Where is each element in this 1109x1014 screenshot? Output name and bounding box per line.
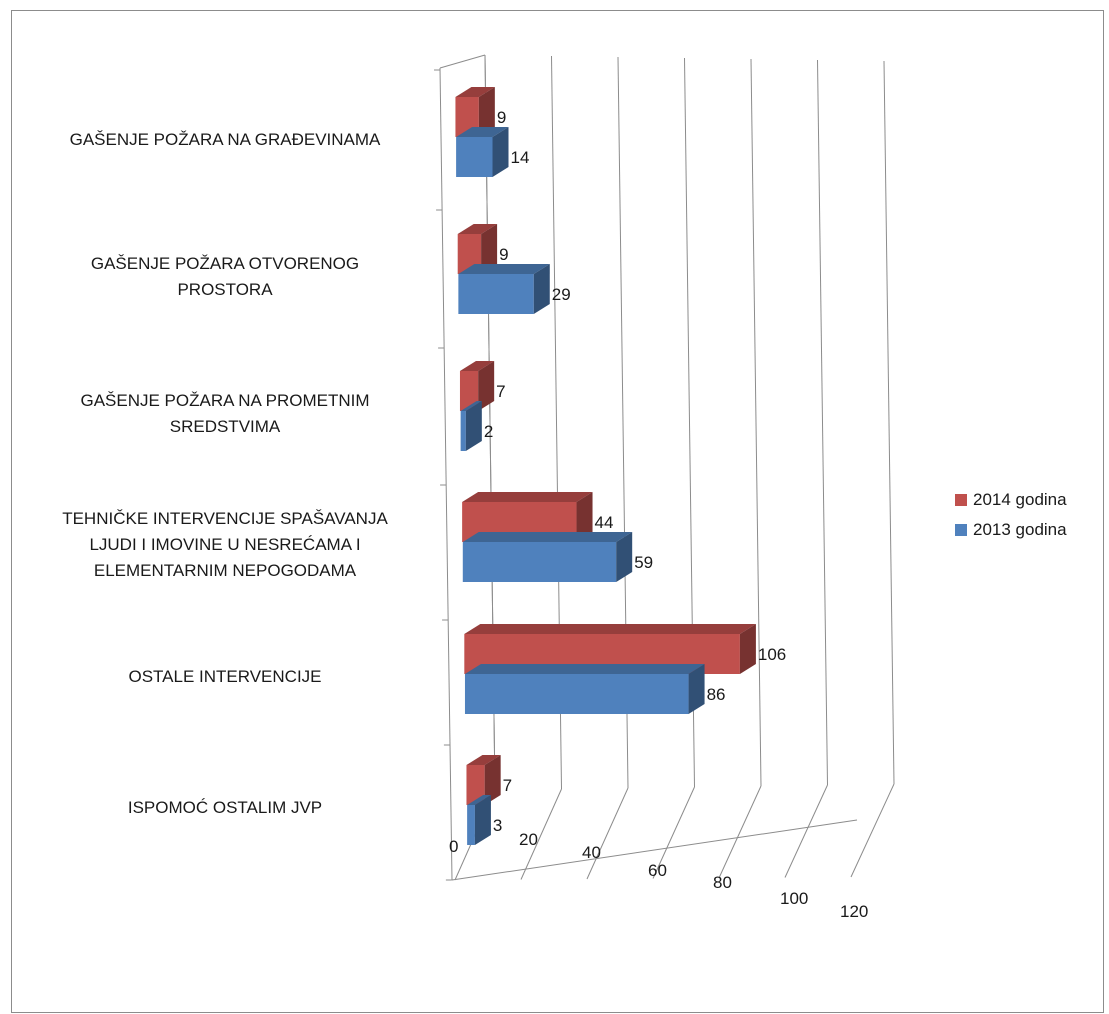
legend-item-2013: 2013 godina (955, 515, 1067, 545)
data-label-5-1: 3 (493, 816, 502, 835)
bar-top-2-0 (459, 361, 495, 371)
bar-side-4-1 (688, 664, 705, 714)
data-label-0-1: 14 (511, 148, 530, 167)
bar-side-2-0 (478, 361, 495, 411)
data-label-5-0: 7 (503, 776, 512, 795)
data-label-1-0: 9 (499, 245, 508, 264)
bar-side-5-1 (474, 795, 491, 845)
chart-frame (11, 10, 1104, 1013)
category-label-0: GAŠENJE POŽARA NA GRAĐEVINAMA (15, 127, 435, 153)
floor-line-60 (652, 786, 695, 879)
category-label-3: TEHNIČKE INTERVENCIJE SPAŠAVANJA LJUDI I … (15, 506, 435, 584)
data-label-4-0: 106 (758, 645, 786, 664)
legend-label-2013: 2013 godina (973, 520, 1067, 539)
data-label-0-0: 9 (497, 108, 506, 127)
category-label-5: ISPOMOĆ OSTALIM JVP (15, 795, 435, 821)
data-label-3-0: 44 (595, 513, 614, 532)
category-label-line: PROSTORA (177, 280, 273, 299)
data-label-2-0: 7 (496, 382, 505, 401)
category-label-line: LJUDI I IMOVINE U NESREĆAMA I (89, 535, 361, 554)
bar-top-1-1 (458, 264, 550, 274)
category-label-line: SREDSTVIMA (169, 417, 281, 436)
x-tick-label-60: 60 (648, 861, 667, 880)
legend-item-2014: 2014 godina (955, 485, 1067, 515)
category-label-line: ISPOMOĆ OSTALIM JVP (127, 798, 323, 817)
bar-2-1 (460, 411, 466, 451)
floor-line-80 (718, 785, 762, 879)
category-label-line: GAŠENJE POŽARA OTVORENOG (90, 254, 360, 273)
x-tick-label-80: 80 (713, 873, 732, 892)
category-label-line: TEHNIČKE INTERVENCIJE SPAŠAVANJA (62, 509, 388, 528)
bar-side-0-1 (492, 127, 509, 177)
bar-side-3-1 (616, 532, 633, 582)
category-label-line: GAŠENJE POŽARA NA PROMETNIM (80, 391, 370, 410)
x-tick-label-40: 40 (582, 843, 601, 862)
bar-side-1-0 (481, 224, 498, 274)
bar-top-5-0 (466, 755, 501, 765)
category-label-1: GAŠENJE POŽARA OTVORENOG PROSTORA (15, 251, 435, 303)
floor-line-120 (850, 783, 895, 878)
gridline-80 (750, 58, 762, 787)
bar-top-5-1 (467, 795, 491, 805)
bar-top-4-0 (464, 624, 756, 634)
category-label-4: OSTALE INTERVENCIJE (15, 664, 435, 690)
bar-top-3-0 (462, 492, 593, 502)
bar-top-0-1 (456, 127, 509, 137)
bar-side-3-0 (576, 492, 593, 542)
bar-4-1 (464, 674, 689, 714)
category-label-line: ELEMENTARNIM NEPOGODAMA (93, 561, 357, 580)
legend: 2014 godina 2013 godina (955, 485, 1067, 545)
bar-side-0-0 (478, 87, 495, 137)
bar-top-4-1 (464, 664, 705, 674)
bar-1-1 (458, 274, 534, 314)
bar-side-5-0 (484, 755, 501, 805)
floor-line-40 (586, 787, 629, 880)
bar-side-1-1 (533, 264, 550, 314)
data-label-2-1: 2 (484, 422, 493, 441)
bar-3-1 (462, 542, 617, 582)
bar-side-4-0 (739, 624, 756, 674)
bar-5-0 (466, 765, 485, 805)
category-axis-line (439, 67, 453, 881)
bar-0-1 (456, 137, 493, 177)
x-tick-label-100: 100 (780, 889, 808, 908)
bar-top-0-0 (455, 87, 495, 97)
gridline-100 (817, 59, 828, 786)
legend-swatch-2014 (955, 494, 967, 506)
gridline-120 (883, 60, 895, 785)
floor-line-100 (784, 784, 828, 878)
legend-label-2014: 2014 godina (973, 490, 1067, 509)
category-label-line: GAŠENJE POŽARA NA GRAĐEVINAMA (69, 130, 381, 149)
data-label-1-1: 29 (552, 285, 571, 304)
data-label-3-1: 59 (634, 553, 653, 572)
data-label-4-1: 86 (707, 685, 726, 704)
x-tick-label-20: 20 (519, 830, 538, 849)
value-axis-line (451, 819, 858, 881)
x-tick-label-0: 0 (449, 837, 458, 856)
bar-side-2-1 (465, 401, 482, 451)
legend-swatch-2013 (955, 524, 967, 536)
bar-top-1-0 (457, 224, 498, 234)
category-label-2: GAŠENJE POŽARA NA PROMETNIM SREDSTVIMA (15, 388, 435, 440)
bar-2-0 (459, 371, 479, 411)
category-label-line: OSTALE INTERVENCIJE (128, 667, 322, 686)
bar-top-2-1 (460, 401, 482, 411)
x-tick-label-120: 120 (840, 902, 868, 921)
bar-5-1 (467, 805, 475, 845)
bar-top-3-1 (462, 532, 633, 542)
floor-line-20 (520, 788, 562, 880)
top-edge-line (439, 54, 486, 69)
